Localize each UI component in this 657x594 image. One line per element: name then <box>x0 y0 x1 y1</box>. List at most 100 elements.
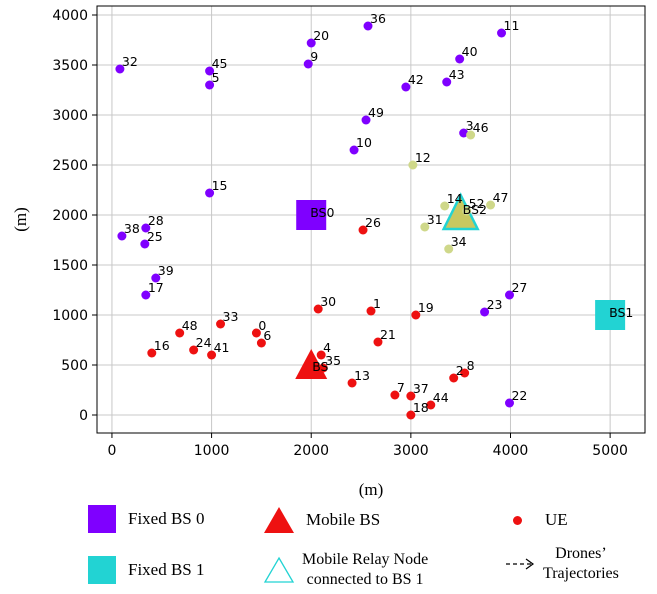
ue-label: 15 <box>212 178 228 193</box>
ue-label: 47 <box>493 190 509 205</box>
ue-point <box>363 21 373 31</box>
ue-label: 22 <box>511 388 527 403</box>
ue-point <box>460 368 470 378</box>
ue-point <box>411 310 421 320</box>
x-tick-label: 5000 <box>592 443 628 459</box>
y-tick-label: 1500 <box>52 258 88 274</box>
y-tick-label: 0 <box>79 408 88 424</box>
trajectories-label-line1: Drones’ <box>555 545 607 562</box>
y-tick-label: 3500 <box>52 58 88 74</box>
fixed-bs-marker <box>296 200 327 230</box>
legend-label-trajectories: Drones’ Trajectories <box>543 544 619 584</box>
legend-item-mobile-bs: Mobile BS <box>262 505 380 535</box>
legend-item-fixed-bs0: Fixed BS 0 <box>88 505 205 533</box>
point-labels: 0123456789101112131415161718192021222324… <box>122 11 633 415</box>
y-tick-label: 2500 <box>52 158 88 174</box>
ue-point <box>175 328 185 338</box>
ue-label: 46 <box>473 120 489 135</box>
scatter-chart: 0 1000 2000 3000 4000 50000500100015002000250… <box>11 5 646 499</box>
ue-point <box>442 77 452 87</box>
ue-point <box>141 223 151 233</box>
ue-point <box>466 130 476 140</box>
x-tick-label: 4000 <box>493 443 529 459</box>
ue-label: 5 <box>212 70 220 85</box>
legend-item-relay-node: Mobile Relay Node connected to BS 1 <box>262 550 428 590</box>
y-tick-label: 500 <box>61 358 88 374</box>
ue-label: 27 <box>511 280 527 295</box>
ue-point <box>361 115 371 125</box>
ue-point <box>318 363 328 373</box>
legend-label-ue: UE <box>545 510 568 529</box>
ue-label: 41 <box>214 340 230 355</box>
legend-item-trajectories: Drones’ Trajectories <box>505 544 619 584</box>
x-tick-label: 1000 <box>194 443 230 459</box>
ue-label: 7 <box>397 380 405 395</box>
ue-label: 28 <box>148 213 164 228</box>
ue-label: 37 <box>413 381 429 396</box>
ue-point <box>401 82 411 92</box>
ue-point <box>440 201 450 211</box>
ue-point <box>207 350 217 360</box>
ue-label: 30 <box>320 294 336 309</box>
markers <box>115 21 626 420</box>
ue-label: 35 <box>325 353 341 368</box>
trajectories-label-line2: Trajectories <box>543 565 619 582</box>
grid <box>97 6 645 433</box>
ue-point <box>303 59 313 69</box>
ue-label: 19 <box>418 300 434 315</box>
ue-point <box>504 398 514 408</box>
mobile-bs-label: BS <box>312 359 328 374</box>
ue-label: 44 <box>433 390 449 405</box>
fixed-bs-marker <box>595 300 626 330</box>
x-tick-label: 2000 <box>293 443 329 459</box>
legend-label-relay-node: Mobile Relay Node connected to BS 1 <box>302 550 428 590</box>
ue-label: 40 <box>462 44 478 59</box>
ue-label: 3 <box>466 118 474 133</box>
ue-label: 4 <box>323 340 331 355</box>
ue-label: 45 <box>212 56 228 71</box>
ue-label: 1 <box>373 296 381 311</box>
ue-point <box>504 290 514 300</box>
y-axis-label: (m) <box>11 207 30 232</box>
ue-label: 48 <box>182 318 198 333</box>
ue-point <box>115 64 125 74</box>
x-tick-label: 0 <box>107 443 116 459</box>
ue-point <box>117 231 127 241</box>
fixed-bs1-swatch-icon <box>88 556 116 584</box>
relay-label-line1: Mobile Relay Node <box>302 551 429 568</box>
fixed-bs-label: BS0 <box>310 205 334 220</box>
ue-point <box>406 391 416 401</box>
x-tick-label: 3000 <box>393 443 429 459</box>
ue-label: 18 <box>413 400 429 415</box>
ue-point <box>366 306 376 316</box>
ue-point <box>390 390 400 400</box>
ue-label: 39 <box>158 263 174 278</box>
y-tick-label: 3000 <box>52 108 88 124</box>
ue-label: 52 <box>469 196 485 211</box>
fixed-bs-label: BS1 <box>609 305 633 320</box>
legend-item-fixed-bs1: Fixed BS 1 <box>88 556 205 584</box>
ue-label: 14 <box>447 191 463 206</box>
ue-point <box>459 128 469 138</box>
ue-label: 38 <box>124 221 140 236</box>
ue-label: 23 <box>487 297 503 312</box>
y-tick-label: 4000 <box>52 8 88 24</box>
ue-point <box>256 338 266 348</box>
x-axis-label: (m) <box>359 480 384 499</box>
ue-point <box>205 80 215 90</box>
ue-label: 6 <box>263 328 271 343</box>
ue-point <box>316 350 326 360</box>
ue-point <box>189 345 199 355</box>
ue-label: 20 <box>313 28 329 43</box>
fixed-bs0-swatch-icon <box>88 505 116 533</box>
dashed-arrow-icon <box>506 558 535 570</box>
ue-point <box>347 378 357 388</box>
ue-label: 10 <box>356 135 372 150</box>
ue-point <box>358 225 368 235</box>
ue-label: 2 <box>456 363 464 378</box>
ue-point <box>420 222 430 232</box>
ue-label: 16 <box>154 338 170 353</box>
ue-label: 43 <box>449 67 465 82</box>
ue-label: 12 <box>415 150 431 165</box>
ue-label: 17 <box>148 280 164 295</box>
